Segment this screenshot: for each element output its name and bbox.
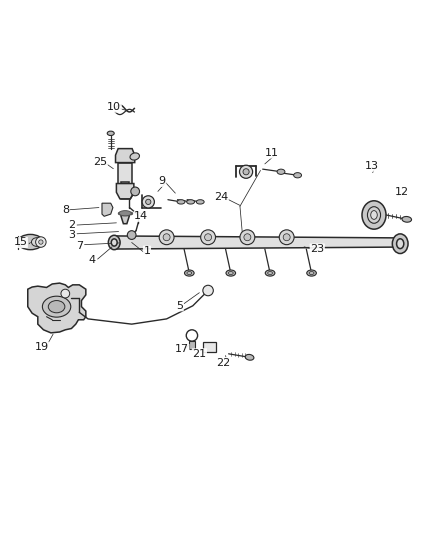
Text: 21: 21 xyxy=(192,349,206,359)
Ellipse shape xyxy=(107,131,114,135)
Ellipse shape xyxy=(226,270,236,276)
Ellipse shape xyxy=(396,239,404,248)
Bar xyxy=(189,341,194,349)
Text: 14: 14 xyxy=(134,211,148,221)
Text: 5: 5 xyxy=(176,301,183,311)
Ellipse shape xyxy=(362,201,386,229)
Ellipse shape xyxy=(367,207,381,223)
Ellipse shape xyxy=(228,271,233,274)
Circle shape xyxy=(203,285,213,296)
Ellipse shape xyxy=(392,234,408,254)
Circle shape xyxy=(142,196,154,208)
Polygon shape xyxy=(102,203,113,216)
Circle shape xyxy=(205,234,212,241)
Ellipse shape xyxy=(119,211,131,216)
Circle shape xyxy=(240,230,255,245)
Circle shape xyxy=(163,234,170,241)
Polygon shape xyxy=(28,283,86,333)
Polygon shape xyxy=(114,236,400,249)
Text: 4: 4 xyxy=(89,255,96,265)
Text: 24: 24 xyxy=(214,192,228,201)
Text: 2: 2 xyxy=(68,220,75,230)
Text: 15: 15 xyxy=(13,238,27,247)
Ellipse shape xyxy=(42,296,71,317)
Circle shape xyxy=(159,230,174,245)
Polygon shape xyxy=(117,183,134,199)
Circle shape xyxy=(131,187,140,196)
Ellipse shape xyxy=(277,169,285,174)
Text: 1: 1 xyxy=(144,246,151,256)
Ellipse shape xyxy=(130,153,139,160)
Ellipse shape xyxy=(196,200,204,204)
Bar xyxy=(121,182,130,199)
Text: 10: 10 xyxy=(107,102,121,112)
Ellipse shape xyxy=(18,235,43,249)
Bar xyxy=(203,343,215,352)
Text: 12: 12 xyxy=(396,187,410,197)
Ellipse shape xyxy=(187,271,192,274)
Text: 23: 23 xyxy=(310,244,324,254)
Ellipse shape xyxy=(32,238,42,246)
Ellipse shape xyxy=(245,354,254,360)
Ellipse shape xyxy=(293,173,301,178)
Text: 3: 3 xyxy=(68,230,75,240)
Ellipse shape xyxy=(111,239,117,246)
Text: 9: 9 xyxy=(159,176,166,187)
Bar xyxy=(118,163,132,183)
Polygon shape xyxy=(121,215,130,224)
Circle shape xyxy=(127,231,136,239)
Ellipse shape xyxy=(108,235,120,249)
Ellipse shape xyxy=(268,271,272,274)
Circle shape xyxy=(39,240,43,244)
Text: 8: 8 xyxy=(62,205,69,215)
Ellipse shape xyxy=(309,271,314,274)
Text: 17: 17 xyxy=(175,344,189,354)
Ellipse shape xyxy=(402,216,412,222)
Ellipse shape xyxy=(371,211,377,220)
Circle shape xyxy=(279,230,294,245)
Circle shape xyxy=(61,289,70,298)
Circle shape xyxy=(35,237,46,247)
Ellipse shape xyxy=(265,270,275,276)
Ellipse shape xyxy=(307,270,316,276)
Polygon shape xyxy=(116,149,135,163)
Text: 13: 13 xyxy=(365,161,379,171)
Ellipse shape xyxy=(177,200,185,204)
Text: 22: 22 xyxy=(216,358,230,368)
Text: 11: 11 xyxy=(265,148,279,158)
Circle shape xyxy=(201,230,215,245)
Text: 25: 25 xyxy=(93,157,107,167)
Circle shape xyxy=(240,165,253,179)
Ellipse shape xyxy=(184,270,194,276)
Text: 7: 7 xyxy=(76,240,83,251)
Circle shape xyxy=(283,234,290,241)
Ellipse shape xyxy=(48,301,65,313)
Ellipse shape xyxy=(187,200,194,204)
Circle shape xyxy=(146,199,151,205)
Circle shape xyxy=(244,234,251,241)
Text: 19: 19 xyxy=(35,342,49,352)
Circle shape xyxy=(243,169,249,175)
